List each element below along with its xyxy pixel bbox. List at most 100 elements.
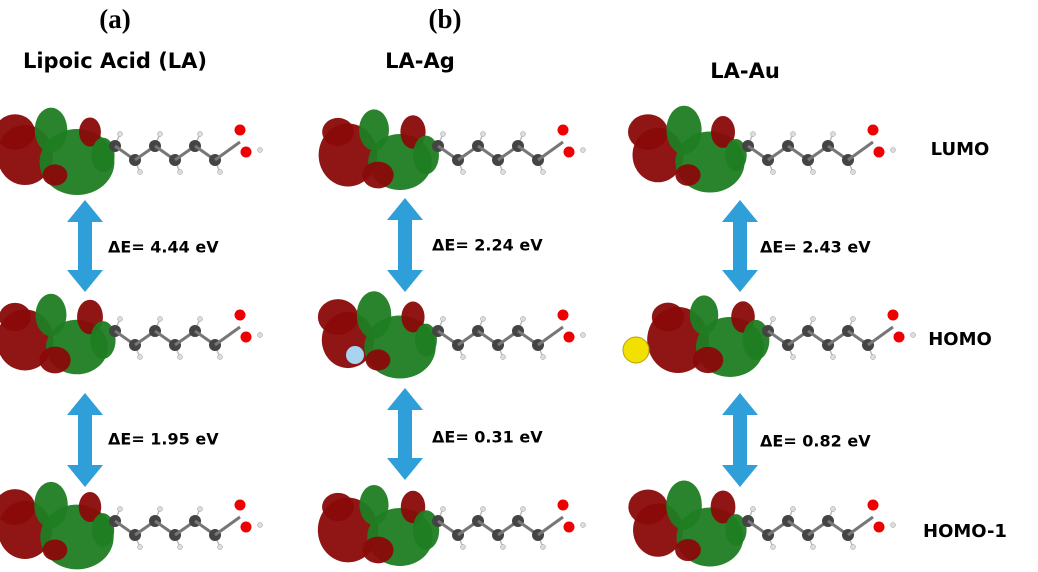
- hydrogen: [581, 333, 586, 338]
- orbital-lobe: [359, 109, 389, 150]
- column-title: Lipoic Acid (LA): [23, 49, 207, 73]
- hydrogen: [891, 523, 896, 528]
- orbital-lobe: [628, 114, 668, 150]
- energy-gap: ΔE= 0.82 eV: [760, 432, 871, 451]
- orbital-lobe: [43, 164, 68, 185]
- orbital-lobe: [318, 299, 358, 335]
- orbital-lobe: [362, 537, 393, 564]
- hydrogen: [481, 132, 486, 137]
- hydrogen: [158, 132, 163, 137]
- orbital-lobe: [675, 164, 700, 186]
- oxygen: [241, 147, 252, 158]
- hydrogen: [771, 317, 776, 322]
- hydrogen: [581, 148, 586, 153]
- oxygen: [868, 500, 879, 511]
- hydrogen: [441, 317, 446, 322]
- orbital-lobe: [690, 295, 719, 334]
- oxygen: [894, 332, 905, 343]
- hydrogen: [138, 545, 143, 550]
- hydrogen: [851, 317, 856, 322]
- oxygen: [564, 522, 575, 533]
- hydrogen: [198, 132, 203, 137]
- oxygen: [235, 125, 246, 136]
- orbital-lobe: [362, 162, 393, 189]
- panel-label: (b): [429, 4, 462, 34]
- hydrogen: [791, 355, 796, 360]
- energy-gap: ΔE= 4.44 eV: [108, 238, 219, 257]
- molecule: [647, 295, 915, 377]
- gap-arrow: [722, 393, 758, 487]
- oxygen: [241, 522, 252, 533]
- oxygen: [868, 125, 879, 136]
- hydrogen: [178, 545, 183, 550]
- hydrogen: [481, 507, 486, 512]
- molecule: [318, 291, 586, 378]
- molecule: [0, 294, 262, 375]
- oxygen: [564, 147, 575, 158]
- oxygen: [235, 310, 246, 321]
- gap-arrow: [387, 198, 423, 292]
- hydrogen: [771, 170, 776, 175]
- bond: [538, 327, 563, 345]
- hydrogen: [501, 355, 506, 360]
- page: {"panel_labels": ["(a)", "(b)"], "column…: [0, 0, 1038, 572]
- gold-atom: [623, 337, 649, 363]
- hydrogen: [831, 132, 836, 137]
- hydrogen: [541, 355, 546, 360]
- orbital-lobe: [357, 291, 391, 338]
- orbital-lobe: [666, 106, 701, 154]
- hydrogen: [138, 355, 143, 360]
- orbital-lobe: [43, 539, 68, 560]
- hydrogen: [521, 317, 526, 322]
- bond: [848, 142, 873, 160]
- oxygen: [564, 332, 575, 343]
- bond: [215, 142, 240, 160]
- orbital-lobe: [628, 490, 667, 525]
- silver-atom: [346, 346, 364, 364]
- gap-arrow: [67, 393, 103, 487]
- hydrogen: [118, 317, 123, 322]
- hydrogen: [218, 170, 223, 175]
- gap-arrow: [387, 388, 423, 480]
- energy-gap: ΔE= 2.43 eV: [760, 238, 871, 257]
- oxygen: [558, 500, 569, 511]
- hydrogen: [501, 170, 506, 175]
- hydrogen: [258, 333, 263, 338]
- row-label: HOMO: [928, 329, 992, 350]
- hydrogen: [198, 317, 203, 322]
- hydrogen: [851, 170, 856, 175]
- hydrogen: [461, 355, 466, 360]
- hydrogen: [851, 545, 856, 550]
- hydrogen: [178, 170, 183, 175]
- orbital-lobe: [359, 485, 388, 525]
- hydrogen: [138, 170, 143, 175]
- orbital-lobe: [39, 347, 70, 374]
- oxygen: [235, 500, 246, 511]
- oxygen: [874, 147, 885, 158]
- energy-gap: ΔE= 1.95 eV: [108, 430, 219, 449]
- hydrogen: [541, 170, 546, 175]
- hydrogen: [198, 507, 203, 512]
- hydrogen: [521, 507, 526, 512]
- bond: [868, 327, 893, 345]
- hydrogen: [118, 132, 123, 137]
- orbital-lobe: [366, 349, 391, 370]
- column-title: LA-Ag: [385, 49, 455, 73]
- orbital-lobe: [675, 539, 701, 561]
- molecule: [0, 482, 263, 569]
- orbital-lobe: [0, 303, 31, 331]
- molecule: [628, 106, 895, 193]
- gap-arrow: [67, 200, 103, 292]
- molecule: [0, 108, 262, 195]
- hydrogen: [811, 170, 816, 175]
- hydrogen: [771, 545, 776, 550]
- orbital-lobe: [666, 480, 702, 529]
- hydrogen: [521, 132, 526, 137]
- hydrogen: [258, 148, 263, 153]
- oxygen: [241, 332, 252, 343]
- hydrogen: [891, 148, 896, 153]
- orbital-lobe: [693, 347, 724, 373]
- hydrogen: [158, 507, 163, 512]
- hydrogen: [158, 317, 163, 322]
- column-title: LA-Au: [710, 59, 780, 83]
